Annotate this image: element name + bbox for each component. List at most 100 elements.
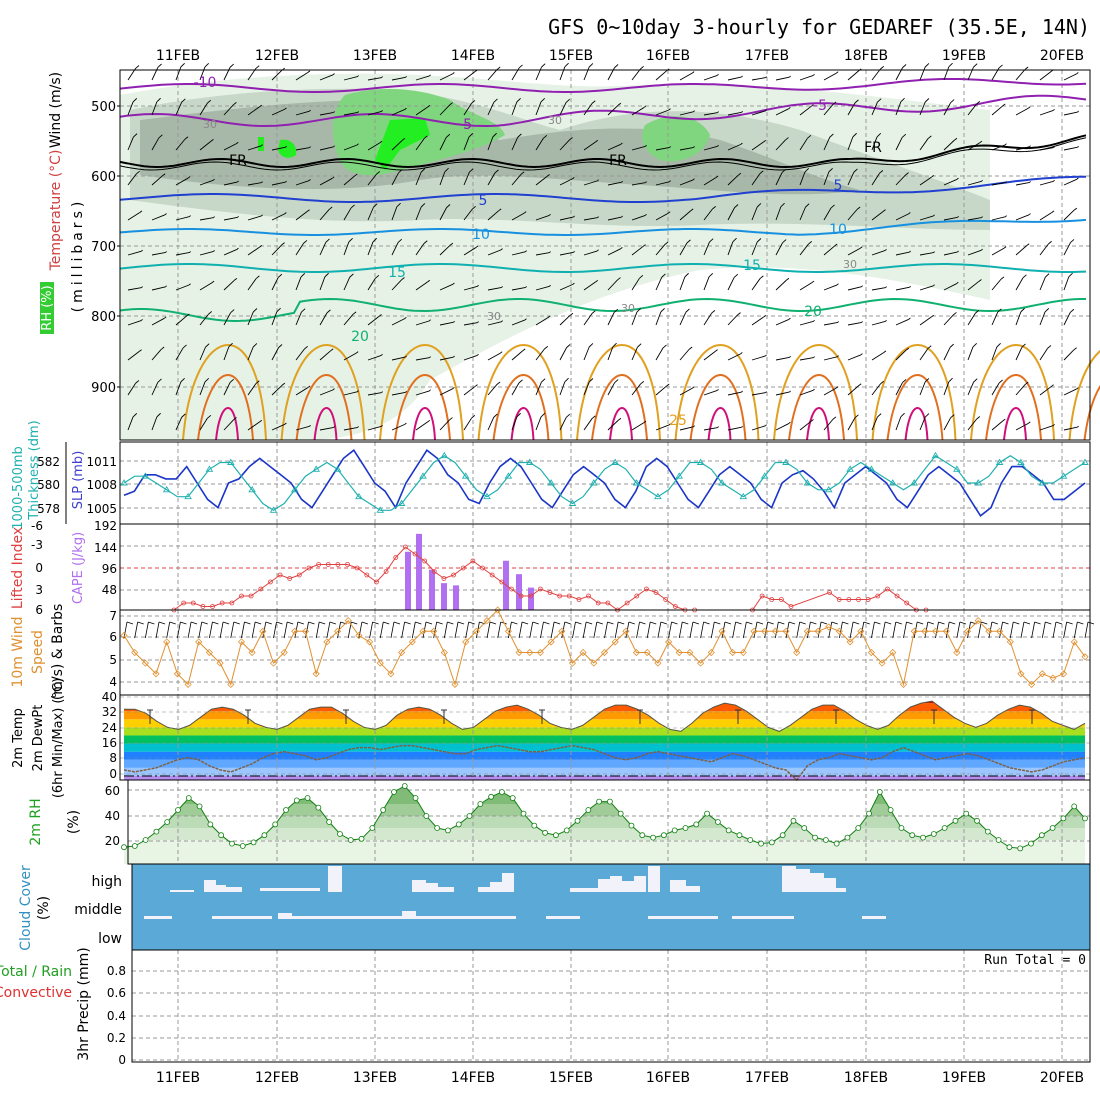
wind-speed-marker <box>334 627 342 635</box>
wind-speed-marker <box>665 638 673 646</box>
isotherm-30 <box>985 373 1042 441</box>
wind-barb <box>332 388 335 391</box>
rh-marker <box>445 827 451 834</box>
wind-barb <box>908 212 911 215</box>
wind-barb <box>852 621 860 625</box>
wind-barb <box>271 384 283 396</box>
wind-barb <box>151 214 166 221</box>
wind-speed-marker <box>1038 670 1046 678</box>
wind-barb <box>535 416 542 431</box>
wind-barb <box>535 176 548 186</box>
wind-barb <box>991 247 1005 256</box>
isotherm-label: 15 <box>388 265 406 281</box>
wind-barb <box>931 314 935 318</box>
wind-speed-marker <box>643 648 651 657</box>
wind-barb <box>259 245 263 248</box>
wind-barb <box>319 621 326 625</box>
wind-barb <box>614 64 619 68</box>
wind-barb <box>446 204 451 208</box>
rh-marker <box>1049 825 1056 831</box>
rh-marker <box>488 793 495 800</box>
wind-barb <box>919 215 934 221</box>
wind-barb <box>690 208 694 212</box>
wind-barb <box>517 133 522 138</box>
wind-barb <box>540 413 546 418</box>
wind-barb <box>612 342 617 348</box>
wind-barb <box>349 273 354 278</box>
wind-barb <box>164 316 167 319</box>
isotherm-35 <box>609 406 633 441</box>
rh-marker <box>391 789 397 795</box>
cloud-axis-label: Cloud Cover <box>18 865 34 951</box>
rh-marker <box>1060 815 1067 822</box>
wind-barb <box>535 101 542 116</box>
wind-barb <box>895 174 906 186</box>
thickness-marker <box>483 492 491 500</box>
rh-marker <box>909 832 916 839</box>
thickness-marker <box>355 492 363 500</box>
thickness-tick: 580 <box>37 478 60 492</box>
wind-barb <box>1013 621 1020 625</box>
isotherm-label: 20 <box>804 304 822 320</box>
wind-barb <box>565 98 571 103</box>
wind-barb <box>991 312 999 326</box>
mid-cloud-bar <box>648 916 718 919</box>
slp-line <box>123 449 1086 517</box>
wind-barb <box>583 281 596 291</box>
wind-speed-marker <box>173 670 181 678</box>
wind-barb <box>679 276 686 291</box>
wind-barb <box>559 102 567 116</box>
wind-barb <box>1039 276 1046 291</box>
wind-barb <box>679 242 688 256</box>
wind-barb <box>1055 621 1063 625</box>
cape-tick: 192 <box>94 519 117 533</box>
wind-barb <box>714 621 721 625</box>
wind-barb <box>614 379 619 383</box>
wind-barb <box>308 178 311 181</box>
wind-barb <box>1002 418 1006 422</box>
wind-barb <box>380 353 383 356</box>
wind-barb <box>823 322 838 326</box>
wind-barb <box>1015 347 1023 361</box>
wind-barb <box>199 250 214 256</box>
bottom-date-label: 13FEB <box>353 1070 397 1086</box>
wind-barb <box>351 621 358 625</box>
wind-barb <box>175 252 190 256</box>
lifted-index-marker <box>537 586 543 592</box>
high-cloud-bar <box>260 888 320 891</box>
wind-barb <box>919 348 929 361</box>
wind-barb <box>967 217 982 221</box>
rh-marker <box>617 810 624 817</box>
wind-barb <box>135 380 140 384</box>
wind-barb <box>181 98 186 103</box>
isotherm-25 <box>970 343 1055 441</box>
wind-barb <box>781 168 787 173</box>
wind-barb <box>1069 308 1075 313</box>
wind-barb <box>309 424 311 427</box>
wind-barb <box>439 171 446 186</box>
rh-marker <box>175 807 181 813</box>
wind-barb <box>991 346 998 361</box>
isotherm-label: 5 <box>834 178 843 194</box>
wind-barb <box>664 241 669 245</box>
wind-barb <box>547 315 551 318</box>
wind-barb <box>669 180 671 182</box>
wind-barb <box>319 209 330 221</box>
wind-barb <box>678 621 683 639</box>
wind-barb <box>212 621 219 625</box>
wind-barb <box>315 621 320 639</box>
wind-barb <box>662 344 667 349</box>
wind-barb <box>175 381 182 396</box>
wind-barb <box>903 621 907 639</box>
thickness-marker <box>461 472 470 479</box>
thickness-marker <box>397 499 406 506</box>
wind-barb <box>166 621 171 639</box>
wind-barb <box>956 281 959 285</box>
precip-axis-label: Total / Rain <box>0 964 72 980</box>
wind-barb <box>789 75 791 78</box>
wind-barb <box>489 621 497 625</box>
run-total-label: Run Total = 0 <box>984 953 1086 968</box>
wind-barb <box>511 174 522 186</box>
wind-barb <box>415 621 422 625</box>
wind-barb <box>765 354 767 357</box>
